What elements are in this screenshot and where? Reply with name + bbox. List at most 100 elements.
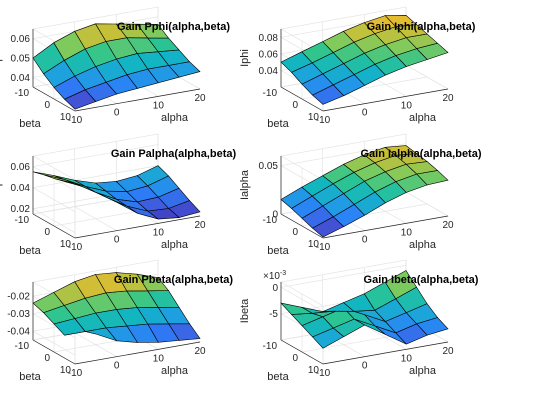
alpha-tick-label: 10 xyxy=(153,227,165,238)
beta-tick-label: -10 xyxy=(15,341,30,352)
z-tick-label: 0 xyxy=(272,283,278,294)
alpha-tick-label: 20 xyxy=(442,93,454,104)
beta-tick-label: 0 xyxy=(292,100,298,111)
beta-tick-label: 0 xyxy=(44,100,50,111)
z-axis-label: Pphi xyxy=(0,47,3,69)
beta-axis-label: beta xyxy=(19,371,41,383)
alpha-tick-label: 10 xyxy=(153,353,165,364)
alpha-tick-label: -10 xyxy=(68,242,83,253)
z-tick-label: 0.06 xyxy=(11,162,31,173)
surface-panel-3: -10 0 10 20 -10 0 10 0.02 0.04 0.06 alpha beta Palph… xyxy=(0,133,237,257)
alpha-tick-label: -10 xyxy=(68,368,83,379)
alpha-tick-label: 0 xyxy=(114,235,120,246)
alpha-tick-label: 20 xyxy=(194,220,206,231)
panel-title: Gain Pphi(alpha,beta) xyxy=(117,21,230,33)
panel-title: Gain Ibeta(alpha,beta) xyxy=(364,274,479,286)
surface-patch xyxy=(32,171,65,180)
z-tick-label: 0.04 xyxy=(259,66,279,77)
beta-axis-line xyxy=(32,86,76,112)
beta-tick-label: 0 xyxy=(292,353,298,364)
z-axis-label: Pbeta xyxy=(0,296,3,326)
surface-panel-1: -10 0 10 20 -10 0 10 0.04 0.05 0.06 alpha beta Pphi G… xyxy=(0,6,230,130)
alpha-axis-line xyxy=(322,88,449,112)
z-exponent-label: ×10-3 xyxy=(263,270,286,282)
beta-axis-line xyxy=(32,339,76,365)
z-tick-label: 0.05 xyxy=(259,161,279,172)
beta-axis-line xyxy=(280,213,324,239)
z-axis-label: Palpha xyxy=(0,167,3,202)
surface-patch xyxy=(384,14,418,27)
alpha-axis-line xyxy=(74,88,201,112)
beta-tick-label: 10 xyxy=(308,239,320,250)
beta-tick-label: -10 xyxy=(15,215,30,226)
beta-axis-label: beta xyxy=(19,245,41,257)
surface-patch xyxy=(136,273,170,292)
z-tick-label: 0.06 xyxy=(259,49,279,60)
alpha-axis-line xyxy=(322,341,449,365)
surface-panel-5: -10 0 10 20 -10 0 10 -0.02 -0.03 -0.04 alpha beta Pb… xyxy=(0,259,234,383)
alpha-tick-label: 0 xyxy=(362,108,368,119)
beta-tick-label: 0 xyxy=(292,227,298,238)
z-tick-label: -0.02 xyxy=(7,292,30,303)
beta-tick-label: 10 xyxy=(60,112,72,123)
beta-tick-label: 10 xyxy=(60,239,72,250)
panel-title: Gain Ialpha(alpha,beta) xyxy=(360,148,481,160)
beta-axis-line xyxy=(280,339,324,365)
surface-panel-6: -10 0 10 20 -10 0 10 0 -5 alpha beta Ibeta ×10-3 Gain… xyxy=(239,259,479,383)
z-tick-label: 0.06 xyxy=(11,34,31,45)
beta-tick-label: 10 xyxy=(308,365,320,376)
alpha-tick-label: -10 xyxy=(316,368,331,379)
alpha-axis-label: alpha xyxy=(409,239,437,251)
beta-tick-label: -10 xyxy=(15,88,30,99)
surface-patch xyxy=(136,165,170,187)
alpha-tick-label: -10 xyxy=(316,115,331,126)
z-axis-label: Ibeta xyxy=(239,298,251,323)
alpha-tick-label: 10 xyxy=(401,353,413,364)
alpha-tick-label: 0 xyxy=(114,361,120,372)
z-tick-label: -5 xyxy=(269,309,278,320)
beta-axis-label: beta xyxy=(267,371,289,383)
z-tick-label: 0.05 xyxy=(11,54,31,65)
surface-patch xyxy=(384,145,418,156)
z-tick-label: -0.03 xyxy=(7,309,30,320)
alpha-axis-label: alpha xyxy=(409,365,437,377)
alpha-tick-label: 0 xyxy=(362,235,368,246)
alpha-axis-line xyxy=(74,215,201,239)
panel-title: Gain Iphi(alpha,beta) xyxy=(367,21,476,33)
alpha-tick-label: -10 xyxy=(68,115,83,126)
z-tick-label: 0.02 xyxy=(11,204,31,215)
beta-tick-label: -10 xyxy=(263,215,278,226)
beta-tick-label: 0 xyxy=(44,227,50,238)
alpha-tick-label: 20 xyxy=(194,93,206,104)
beta-tick-label: 10 xyxy=(60,365,72,376)
alpha-tick-label: -10 xyxy=(316,242,331,253)
alpha-tick-label: 20 xyxy=(194,346,206,357)
beta-tick-label: -10 xyxy=(263,88,278,99)
alpha-axis-label: alpha xyxy=(161,239,189,251)
z-tick-label: -0.04 xyxy=(7,327,30,338)
z-tick-label: 0 xyxy=(272,210,278,221)
alpha-axis-label: alpha xyxy=(161,112,189,124)
alpha-tick-label: 10 xyxy=(401,227,413,238)
alpha-tick-label: 20 xyxy=(442,220,454,231)
alpha-tick-label: 10 xyxy=(401,100,413,111)
alpha-tick-label: 0 xyxy=(362,361,368,372)
alpha-tick-label: 10 xyxy=(153,100,165,111)
z-tick-label: 0.04 xyxy=(11,183,31,194)
beta-tick-label: -10 xyxy=(263,341,278,352)
beta-tick-label: 10 xyxy=(308,112,320,123)
panel-title: Gain Pbeta(alpha,beta) xyxy=(114,274,234,286)
surface-patch xyxy=(384,270,417,300)
z-tick-label: 0.08 xyxy=(259,33,279,44)
alpha-axis-label: alpha xyxy=(409,112,437,124)
surface-panel-2: -10 0 10 20 -10 0 10 0.04 0.06 0.08 alpha beta Iphi G… xyxy=(239,6,476,130)
beta-tick-label: 0 xyxy=(44,353,50,364)
beta-axis-line xyxy=(280,86,324,112)
surface-patch xyxy=(136,23,170,39)
panel-title: Gain Palpha(alpha,beta) xyxy=(111,148,237,160)
beta-axis-label: beta xyxy=(267,118,289,130)
z-axis-label: Iphi xyxy=(239,49,251,67)
z-tick-label: 0.04 xyxy=(11,73,31,84)
